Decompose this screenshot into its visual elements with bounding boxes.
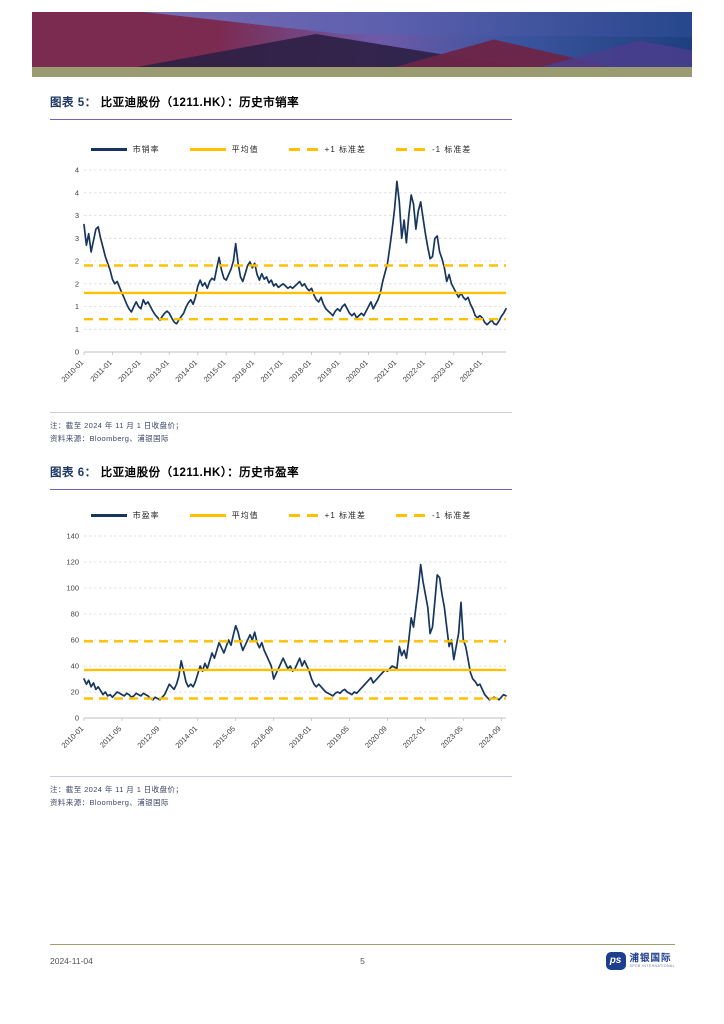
gold-dash-swatch (288, 147, 319, 152)
svg-text:2018-01: 2018-01 (287, 358, 313, 384)
legend-label: 市盈率 (132, 511, 160, 520)
banner-olive-bar (32, 67, 692, 77)
svg-text:2012-01: 2012-01 (116, 358, 142, 384)
note-line-2: 资料来源：Bloomberg、浦银国际 (50, 434, 169, 443)
svg-text:2024-09: 2024-09 (477, 724, 503, 750)
gold-dash-swatch (396, 147, 426, 152)
legend-item-mean: 平均值 (189, 144, 259, 155)
note-line-1: 注：截至 2024 年 11 月 1 日收盘价； (50, 785, 184, 794)
svg-text:2021-01: 2021-01 (372, 358, 398, 384)
brand-name-cn: 浦银国际 (629, 952, 672, 964)
svg-text:2012-09: 2012-09 (135, 724, 161, 750)
svg-text:1: 1 (75, 302, 79, 311)
figure5-title: 图表 5： 比亚迪股份（1211.HK）：历史市销率 (50, 94, 512, 120)
navy-line-swatch (90, 148, 127, 151)
svg-text:20: 20 (71, 688, 79, 697)
pe-ratio-chart: 0 20 40 60 80 100 120 140 2010-01 2011-05 2012-09 2… (60, 532, 507, 750)
svg-text:80: 80 (71, 610, 79, 619)
svg-text:100: 100 (66, 584, 79, 593)
svg-text:2010-01: 2010-01 (60, 358, 86, 384)
figure6-note: 注：截至 2024 年 11 月 1 日收盘价； 资料来源：Bloomberg、… (50, 776, 512, 809)
svg-text:2024-01: 2024-01 (458, 358, 484, 384)
legend-item-mean: 平均值 (189, 510, 259, 521)
svg-text:1: 1 (75, 325, 79, 334)
navy-line-swatch (90, 514, 127, 517)
svg-text:2023-01: 2023-01 (429, 358, 455, 384)
figure6-title-text: 比亚迪股份（1211.HK）：历史市盈率 (100, 467, 300, 479)
svg-text:2022-01: 2022-01 (401, 358, 427, 384)
svg-text:3: 3 (75, 234, 79, 243)
page-footer: 2024-11-04 5 ps 浦银国际 SPDB INTERNATIONAL (50, 944, 675, 970)
note-line-1: 注：截至 2024 年 11 月 1 日收盘价； (50, 421, 184, 430)
footer-brand: ps 浦银国际 SPDB INTERNATIONAL (555, 952, 675, 970)
footer-page-number: 5 (360, 956, 365, 966)
svg-text:2013-01: 2013-01 (145, 358, 171, 384)
gold-line-swatch (189, 148, 226, 151)
svg-text:2023-05: 2023-05 (439, 724, 465, 750)
figure6-title-prefix: 图表 6： (50, 467, 97, 479)
brand-name-en: SPDB INTERNATIONAL (629, 963, 675, 968)
svg-text:2015-05: 2015-05 (211, 724, 237, 750)
svg-text:2017-01: 2017-01 (259, 358, 285, 384)
svg-text:60: 60 (71, 636, 79, 645)
svg-text:3: 3 (75, 211, 79, 220)
svg-text:40: 40 (71, 662, 79, 671)
svg-text:2: 2 (75, 279, 79, 288)
brand-text: 浦银国际 SPDB INTERNATIONAL (629, 952, 675, 969)
gold-dash-swatch (288, 513, 319, 518)
svg-text:2019-05: 2019-05 (325, 724, 351, 750)
svg-text:0: 0 (75, 348, 79, 357)
legend-label: +1 标准差 (324, 145, 366, 154)
legend-label: 平均值 (231, 511, 259, 520)
svg-text:2011-01: 2011-01 (88, 358, 113, 383)
legend-label: +1 标准差 (324, 511, 366, 520)
svg-text:2011-05: 2011-05 (98, 724, 123, 749)
figure5-legend: 市销率 平均值 +1 标准差 -1 标准差 (50, 144, 512, 155)
legend-label: -1 标准差 (432, 145, 472, 154)
figure6-title: 图表 6： 比亚迪股份（1211.HK）：历史市盈率 (50, 464, 512, 490)
svg-text:2010-01: 2010-01 (60, 724, 86, 750)
svg-text:2022-01: 2022-01 (401, 724, 427, 750)
svg-text:2018-01: 2018-01 (287, 724, 313, 750)
legend-item-ps: 市销率 (90, 144, 160, 155)
svg-text:2014-01: 2014-01 (173, 358, 199, 384)
figure5-title-text: 比亚迪股份（1211.HK）：历史市销率 (100, 97, 300, 109)
svg-text:2019-01: 2019-01 (316, 358, 342, 384)
svg-text:2020-01: 2020-01 (344, 358, 370, 384)
svg-text:2015-01: 2015-01 (202, 358, 228, 384)
legend-item-plus1sd: +1 标准差 (288, 510, 366, 521)
svg-text:2014-01: 2014-01 (173, 724, 199, 750)
legend-item-plus1sd: +1 标准差 (288, 144, 366, 155)
header-banner (32, 12, 692, 67)
note-line-2: 资料来源：Bloomberg、浦银国际 (50, 798, 169, 807)
legend-label: 平均值 (231, 145, 259, 154)
svg-text:4: 4 (75, 166, 79, 175)
svg-text:2020-09: 2020-09 (363, 724, 389, 750)
legend-label: -1 标准差 (432, 511, 472, 520)
legend-item-minus1sd: -1 标准差 (396, 510, 471, 521)
legend-item-pe: 市盈率 (90, 510, 160, 521)
spdb-logo-icon: ps (605, 952, 626, 970)
svg-text:2016-01: 2016-01 (230, 358, 256, 384)
svg-text:120: 120 (66, 558, 79, 567)
figure5-note: 注：截至 2024 年 11 月 1 日收盘价； 资料来源：Bloomberg、… (50, 412, 512, 445)
figure5-title-prefix: 图表 5： (50, 97, 97, 109)
figure6-legend: 市盈率 平均值 +1 标准差 -1 标准差 (50, 510, 512, 521)
gold-line-swatch (189, 514, 226, 517)
svg-text:2: 2 (75, 257, 79, 266)
gold-dash-swatch (396, 513, 426, 518)
legend-label: 市销率 (132, 145, 160, 154)
footer-date: 2024-11-04 (50, 956, 93, 966)
svg-text:140: 140 (66, 532, 79, 541)
svg-text:4: 4 (75, 188, 79, 197)
svg-text:2016-09: 2016-09 (249, 724, 275, 750)
legend-item-minus1sd: -1 标准差 (396, 144, 471, 155)
svg-text:0: 0 (75, 714, 79, 723)
